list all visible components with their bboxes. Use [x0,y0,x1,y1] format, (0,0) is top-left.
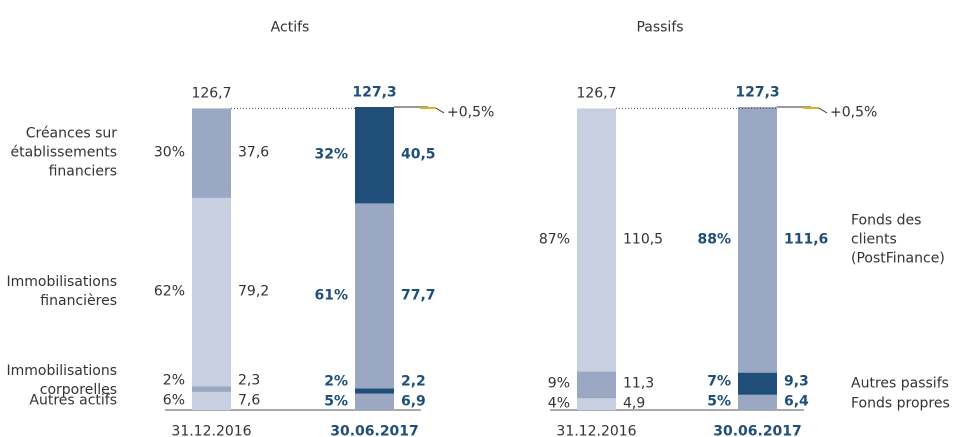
change-pointer [435,107,445,114]
share-label: 2% [324,373,348,390]
bar-segment [577,108,616,372]
share-label: 30% [153,144,185,161]
series-name: Autres passifs [851,375,949,392]
bar-segment [355,388,394,394]
share-label: 87% [538,231,570,248]
share-label: 32% [314,146,348,163]
share-label: 2% [162,372,185,389]
value-label: 40,5 [401,146,436,163]
change-marker [803,107,819,109]
category-label: 31.12.2016 [171,423,252,437]
category-label: 30.06.2017 [713,423,802,437]
share-label: 5% [324,393,348,410]
value-label: 111,6 [784,231,829,248]
value-label: 11,3 [623,375,655,392]
bar-segment [577,398,616,410]
series-name: Fonds des clients (PostFinance) [851,212,945,267]
value-label: 79,2 [238,283,270,300]
total-label: 127,3 [352,84,397,101]
value-label: 6,9 [401,393,426,410]
bar-segment [355,203,394,389]
share-label: 6% [162,392,185,409]
change-marker [420,107,436,109]
share-label: 5% [707,393,731,410]
value-label: 7,6 [238,392,261,409]
bar-segment [192,386,231,392]
change-label: +0,5% [830,104,878,121]
category-label: 31.12.2016 [556,423,637,437]
bar-segment [577,371,616,399]
share-label: 61% [314,287,348,304]
value-label: 4,9 [623,395,646,412]
share-label: 4% [547,395,570,412]
share-label: 62% [153,283,185,300]
category-label: 30.06.2017 [330,423,419,437]
bar-segment [192,108,231,198]
bar-segment [738,394,777,410]
change-pointer [818,107,828,114]
share-label: 7% [707,373,731,390]
bar-segment [355,393,394,410]
value-label: 110,5 [623,231,664,248]
series-name: Immobilisations financières [6,274,117,310]
total-label: 126,7 [576,85,617,102]
bar-segment [738,107,777,373]
bar-segment [192,197,231,387]
series-name: Autres actifs [29,392,117,409]
total-label: 127,3 [735,84,780,101]
bar-segment [355,107,394,204]
bar-segment [738,372,777,395]
series-name: Fonds propres [851,395,950,412]
value-label: 77,7 [401,287,436,304]
value-label: 37,6 [238,144,270,161]
share-label: 9% [547,375,570,392]
value-label: 6,4 [784,393,809,410]
value-label: 2,3 [238,372,261,389]
share-label: 88% [697,231,731,248]
chart-title: Passifs [636,19,684,36]
total-label: 126,7 [191,85,232,102]
value-label: 2,2 [401,373,426,390]
series-name: Immobilisations corporelles [6,362,117,398]
value-label: 9,3 [784,373,809,390]
series-name: Créances sur établissements financiers [10,125,117,180]
bar-segment [192,391,231,410]
change-label: +0,5% [447,104,495,121]
chart-title: Actifs [270,19,310,36]
